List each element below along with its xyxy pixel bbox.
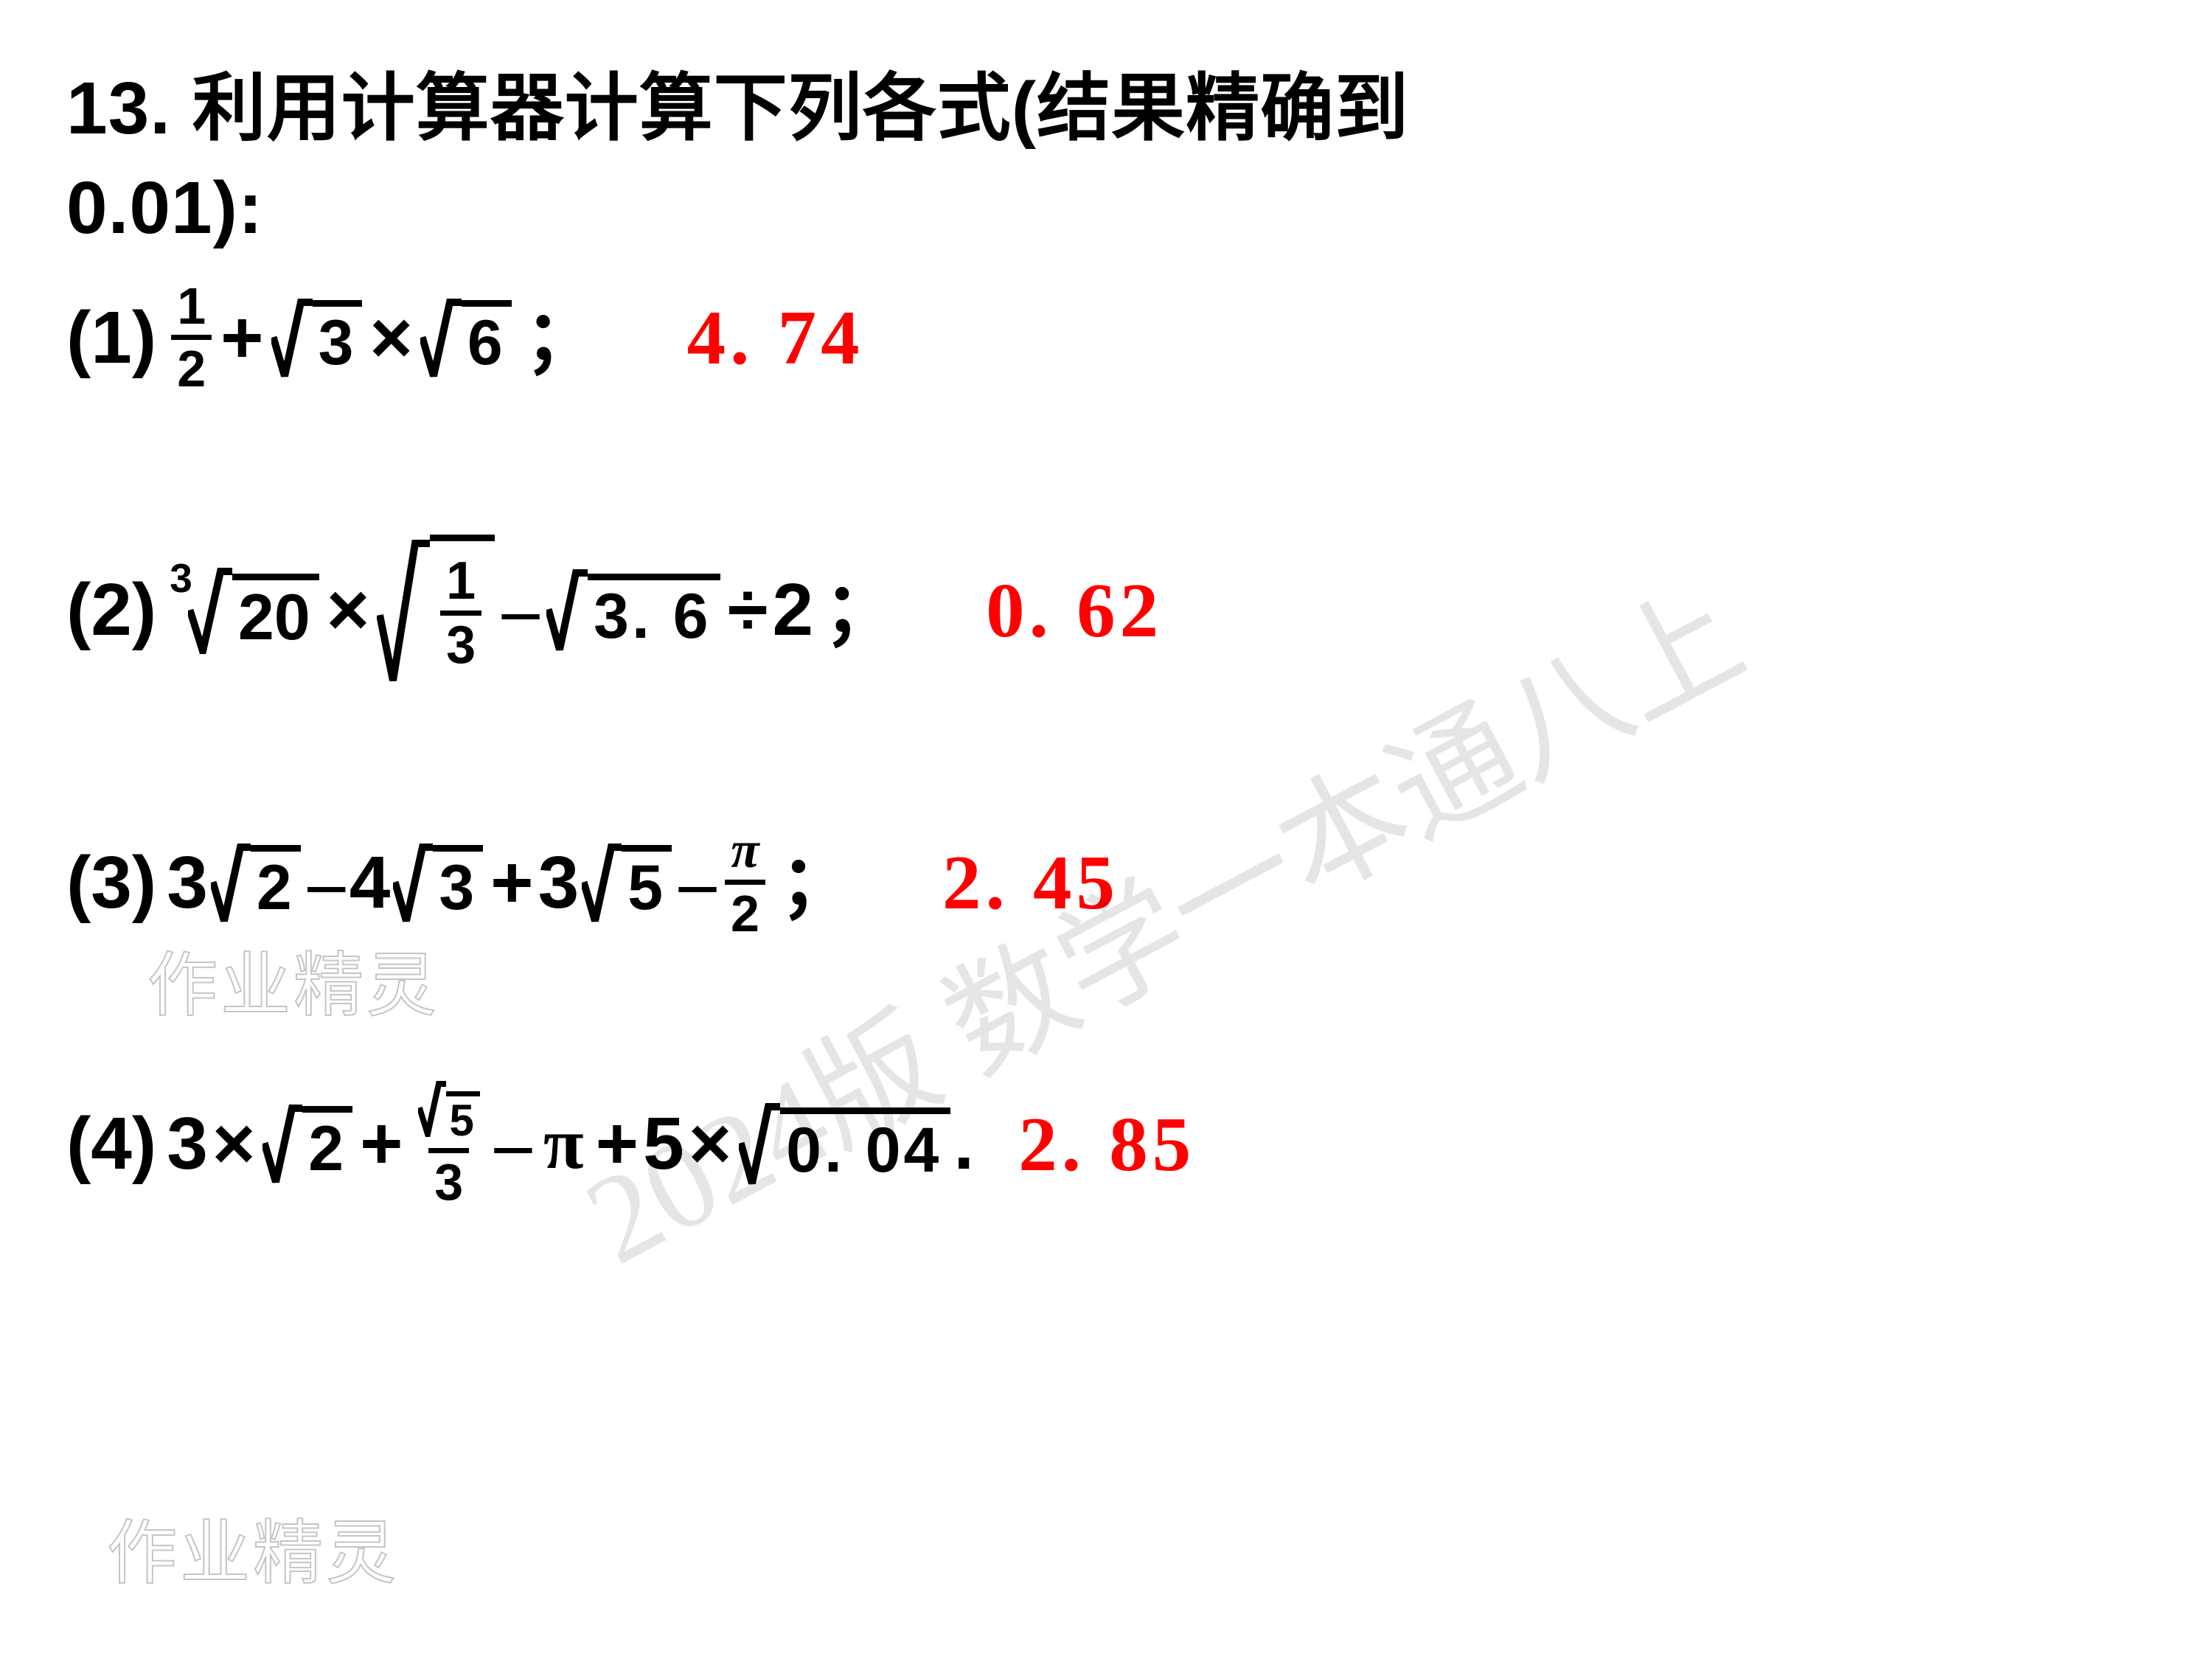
header-line-1: 13. 利用计算器计算下列各式(结果精确到 — [66, 59, 2146, 159]
page: 2024版 数学一本通八上 作业精灵 作业精灵 13. 利用计算器计算下列各式(… — [0, 0, 2212, 1659]
problem-1-answer: 4. 74 — [687, 293, 864, 382]
sqrt-5: 5 — [582, 841, 672, 924]
problem-2: (2) 3 20 × 1 3 – — [66, 535, 2146, 685]
problem-3: (3) 3 2 – 4 3 + 3 5 – — [66, 825, 2146, 939]
problem-3-answer: 2. 45 — [942, 838, 1119, 927]
sqrt-3-6: 3. 6 — [546, 567, 720, 653]
watermark-outline-2: 作业精灵 — [107, 1497, 399, 1598]
problem-4-label: (4) — [66, 1107, 156, 1180]
problem-list: (1) 1 2 + 3 × 6 ； 4. 74 — [66, 280, 2146, 1208]
problem-2-label: (2) — [66, 573, 156, 647]
problem-4-expression: (4) 3 × 2 + 5 3 – π + — [66, 1079, 974, 1208]
fraction-sqrt5-3: 5 3 — [412, 1079, 486, 1208]
problem-2-punct: ； — [824, 573, 897, 647]
problem-header: 13. 利用计算器计算下列各式(结果精确到 0.01): — [66, 59, 2146, 258]
header-line-2: 0.01): — [66, 159, 2146, 258]
problem-3-label: (3) — [66, 846, 156, 919]
sqrt-3: 3 — [271, 296, 363, 379]
fraction-pi-2: π 2 — [725, 825, 765, 939]
problem-2-answer: 0. 62 — [986, 566, 1163, 655]
sqrt-004: 0. 04 — [739, 1101, 950, 1186]
fraction-1-3: 1 3 — [440, 554, 481, 672]
sqrt-1-3: 1 3 — [377, 535, 495, 685]
fraction-1-2: 1 2 — [171, 280, 212, 394]
problem-4-punct: . — [953, 1107, 974, 1180]
problem-4-answer: 2. 85 — [1018, 1099, 1195, 1189]
problem-1-label: (1) — [66, 301, 156, 375]
problem-3-punct: ； — [780, 846, 854, 919]
problem-1: (1) 1 2 + 3 × 6 ； 4. 74 — [66, 280, 2146, 394]
problem-3-expression: (3) 3 2 – 4 3 + 3 5 – — [66, 825, 854, 939]
problem-4: (4) 3 × 2 + 5 3 – π + — [66, 1079, 2146, 1208]
sqrt-2b: 2 — [262, 1102, 352, 1185]
problem-2-expression: (2) 3 20 × 1 3 – — [66, 535, 897, 685]
sqrt-3b: 3 — [393, 841, 483, 924]
problem-1-expression: (1) 1 2 + 3 × 6 ； — [66, 280, 599, 394]
problem-1-punct: ； — [525, 301, 599, 375]
pi-symbol: π — [543, 1107, 584, 1180]
sqrt-2: 2 — [211, 841, 301, 924]
cuberoot-20: 3 20 — [170, 566, 319, 654]
sqrt-6: 6 — [420, 296, 512, 379]
